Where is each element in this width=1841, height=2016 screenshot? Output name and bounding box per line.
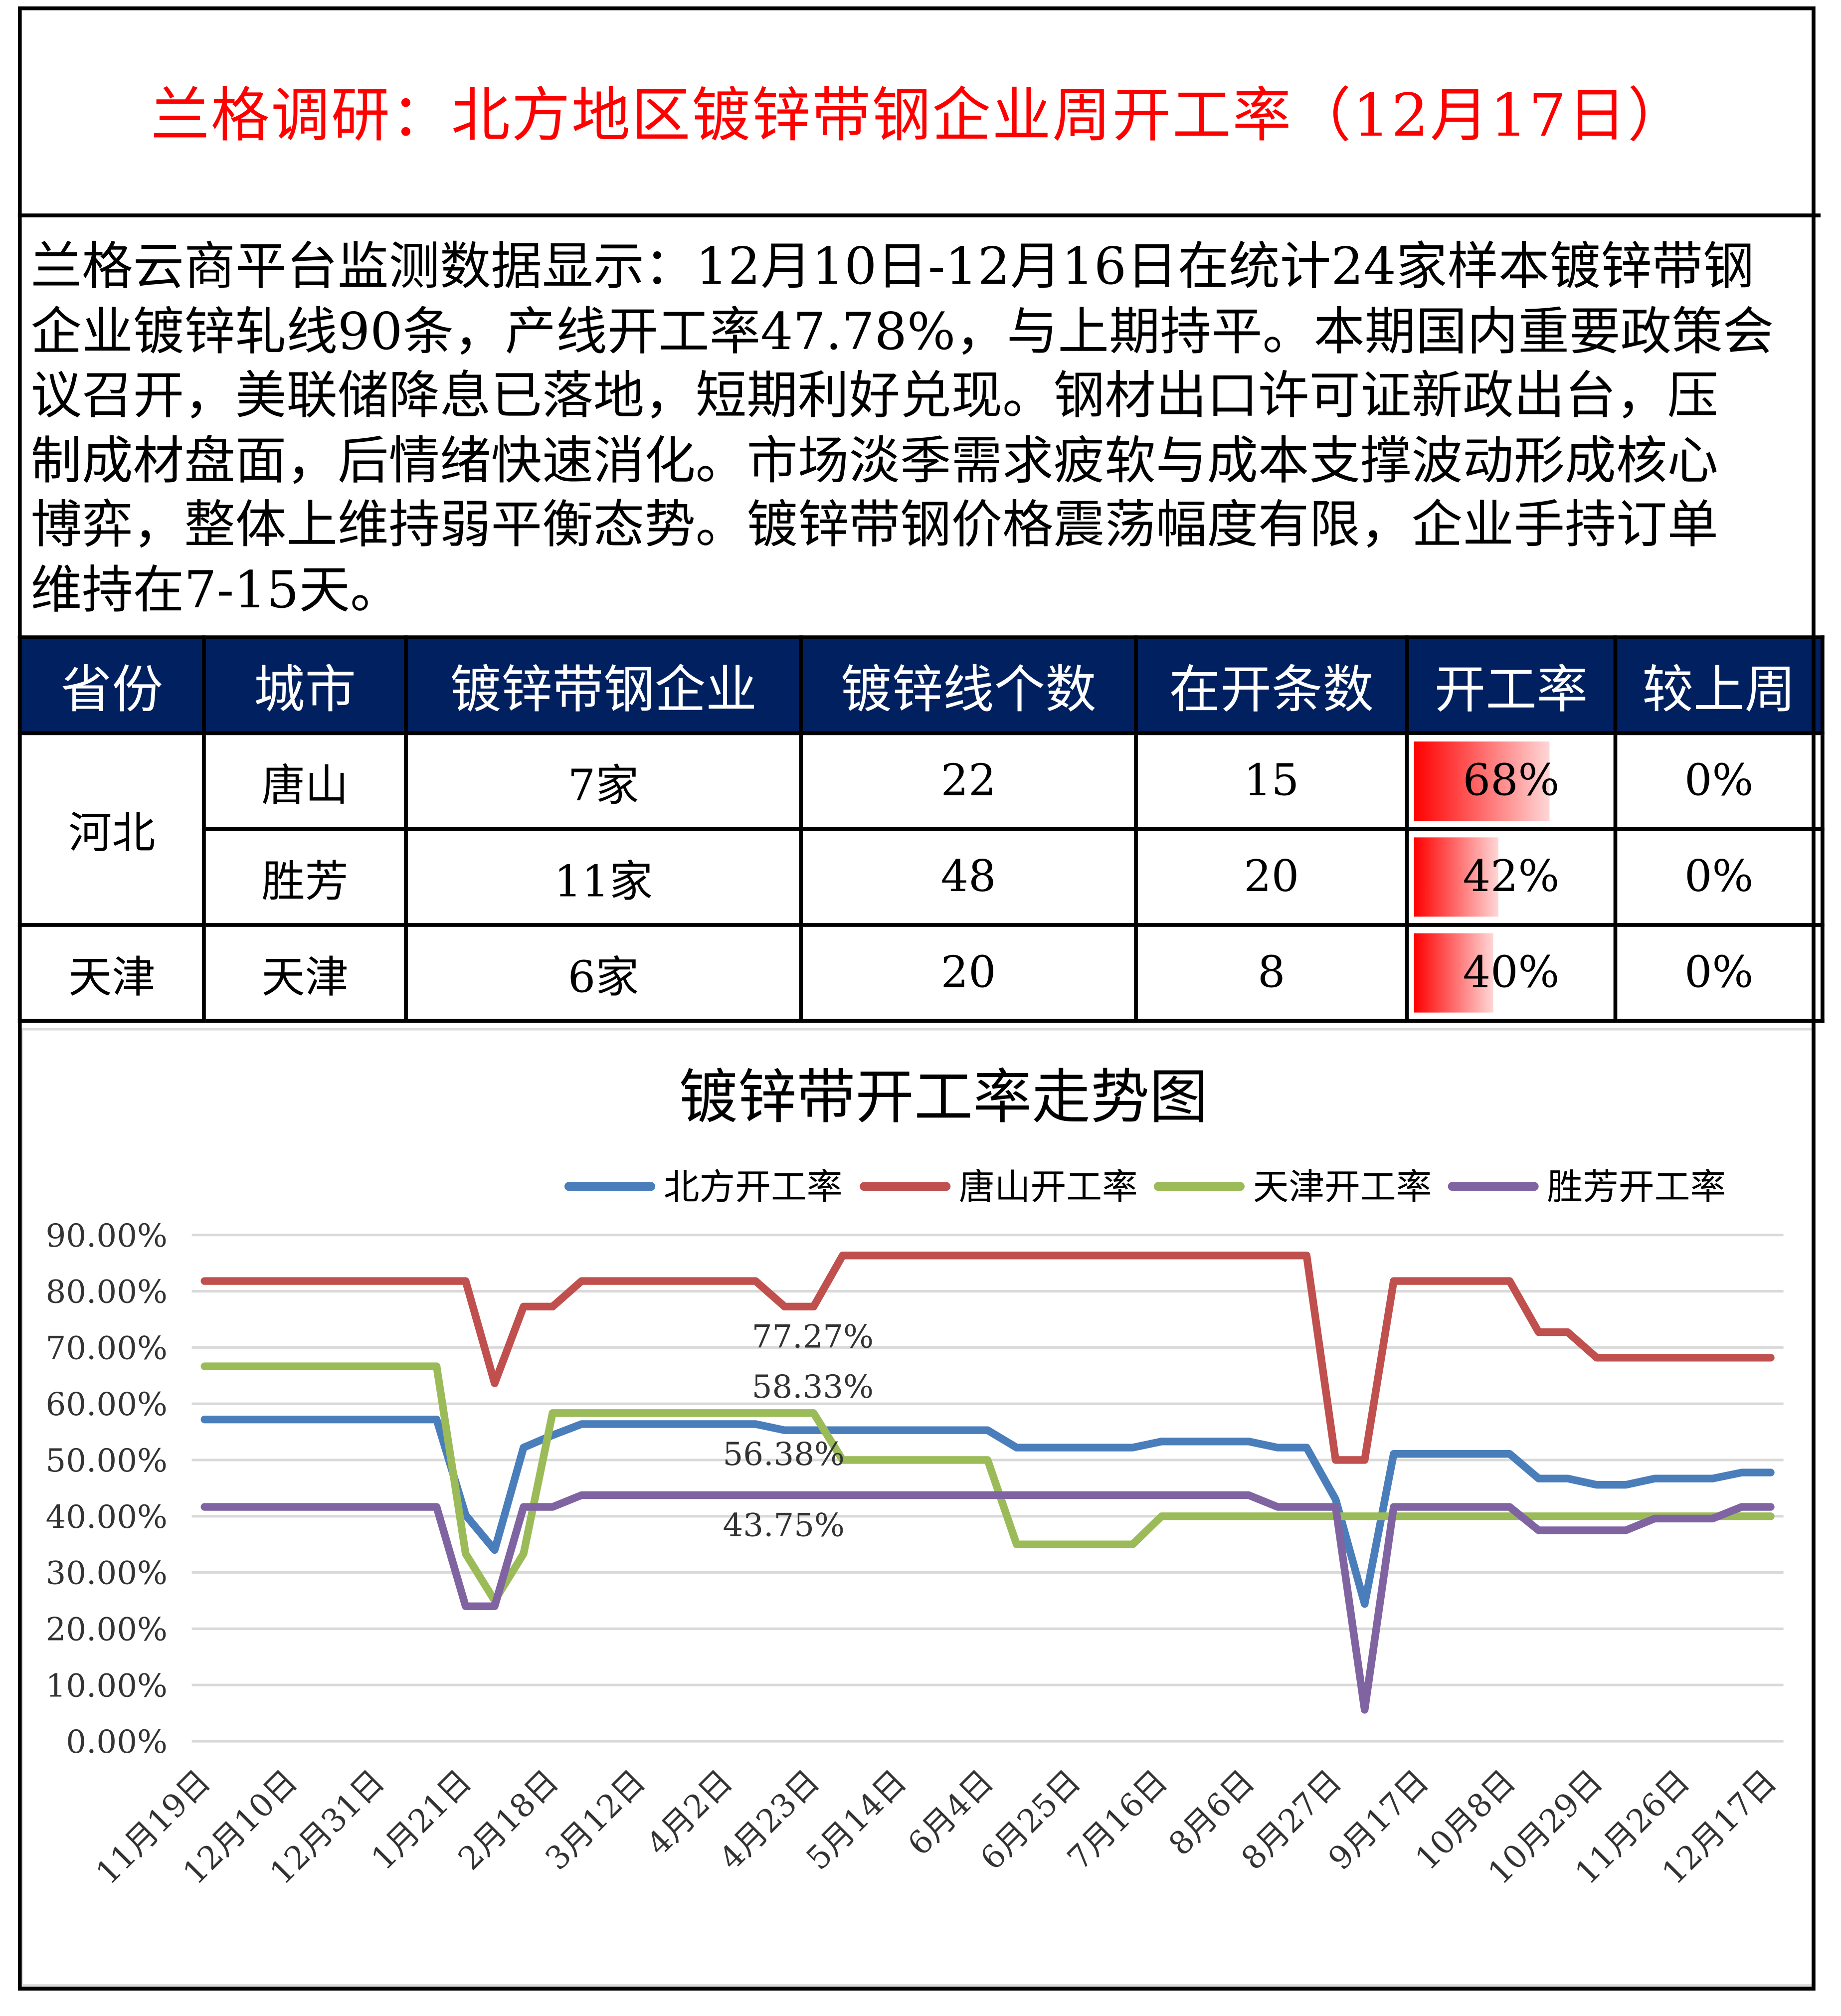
- y-tick-label: 90.00%: [46, 1218, 168, 1255]
- y-tick-label: 10.00%: [46, 1667, 168, 1704]
- summary-line: 企业镀锌轧线90条，产线开工率47.78%，与上期持平。本期国内重要政策会: [30, 302, 1774, 362]
- header-city: 城市: [202, 635, 408, 735]
- running-cell: 15: [1134, 731, 1409, 831]
- header-province: 省份: [17, 635, 206, 735]
- y-tick-label: 60.00%: [46, 1386, 168, 1423]
- table-row: 河北 唐山 7家 22 15 68% 0%: [17, 731, 1825, 927]
- y-tick-label: 70.00%: [46, 1330, 168, 1367]
- title-box: [17, 6, 1821, 217]
- city-cell: 唐山: [202, 731, 408, 831]
- header-companies: 镀锌带钢企业: [404, 635, 803, 735]
- summary-line: 制成材盘面，后情绪快速消化。市场淡季需求疲软与成本支撑波动形成核心: [30, 431, 1718, 491]
- running-cell: 20: [1134, 827, 1409, 927]
- y-tick-label: 50.00%: [46, 1443, 168, 1479]
- rate-cell: 40%: [1405, 923, 1618, 1023]
- legend-label: 唐山开工率: [959, 1166, 1138, 1208]
- data-label: 43.75%: [723, 1507, 845, 1544]
- rate-value: 40%: [1463, 947, 1560, 999]
- table-row: 胜芳 11家 48 20 42% 0%: [20, 827, 1825, 927]
- running-cell: 8: [1134, 923, 1409, 1023]
- table-row: 天津 天津 6家 20 8 40% 0%: [17, 923, 1825, 1023]
- utilization-table: 省份 城市 镀锌带钢企业 镀锌线个数 在开条数 开工率 较上周 河北 唐山 7家…: [17, 635, 1825, 1023]
- legend-label: 胜芳开工率: [1547, 1166, 1726, 1208]
- series-line-0: [200, 1416, 1775, 1608]
- y-tick-label: 80.00%: [46, 1274, 168, 1311]
- header-running: 在开条数: [1134, 635, 1409, 735]
- y-tick-label: 30.00%: [46, 1555, 168, 1592]
- rate-data-bar: [1414, 933, 1494, 1013]
- rate-cell: 42%: [1405, 827, 1618, 927]
- header-rate: 开工率: [1405, 635, 1618, 735]
- province-cell: 天津: [17, 923, 206, 1023]
- rate-data-bar: [1414, 741, 1550, 821]
- table-header-row: 省份 城市 镀锌带钢企业 镀锌线个数 在开条数 开工率 较上周: [17, 635, 1825, 735]
- wow-cell: 0%: [1613, 731, 1825, 831]
- chart-title: 镀锌带开工率走势图: [679, 1063, 1208, 1131]
- series-line-1: [200, 1252, 1775, 1464]
- outer-border: [17, 6, 1816, 1991]
- companies-cell: 11家: [404, 827, 803, 927]
- y-tick-label: 20.00%: [46, 1611, 168, 1648]
- data-label: 58.33%: [752, 1369, 874, 1406]
- summary-line: 维持在7-15天。: [30, 560, 401, 620]
- legend-label: 北方开工率: [664, 1166, 843, 1208]
- data-label: 56.38%: [723, 1436, 845, 1473]
- rate-value: 68%: [1463, 755, 1560, 807]
- series-line-2: [200, 1362, 1775, 1605]
- summary-line: 博弈，整体上维持弱平衡态势。镀锌带钢价格震荡幅度有限，企业手持订单: [30, 496, 1718, 555]
- rate-cell: 68%: [1405, 731, 1618, 831]
- summary-line: 兰格云商平台监测数据显示：12月10日-12月16日在统计24家样本镀锌带钢: [30, 237, 1754, 297]
- summary-line: 议召开，美联储降息已落地，短期利好兑现。钢材出口许可证新政出台，压: [30, 367, 1718, 426]
- lines-cell: 48: [799, 827, 1138, 927]
- companies-cell: 7家: [404, 731, 803, 831]
- report-title: 兰格调研：北方地区镀锌带钢企业周开工率（12月17日）: [151, 80, 1688, 150]
- data-label: 77.27%: [752, 1318, 874, 1355]
- city-cell: 天津: [202, 923, 408, 1023]
- y-tick-label: 40.00%: [46, 1499, 168, 1536]
- province-cell: 河北: [17, 731, 206, 927]
- legend-label: 天津开工率: [1253, 1166, 1432, 1208]
- lines-cell: 20: [799, 923, 1138, 1023]
- header-wow: 较上周: [1613, 635, 1825, 735]
- series-line-3: [200, 1491, 1775, 1714]
- rate-value: 42%: [1463, 851, 1560, 903]
- lines-cell: 22: [799, 731, 1138, 831]
- header-lines: 镀锌线个数: [799, 635, 1138, 735]
- rate-data-bar: [1414, 837, 1498, 917]
- wow-cell: 0%: [1613, 923, 1825, 1023]
- companies-cell: 6家: [404, 923, 803, 1023]
- wow-cell: 0%: [1613, 827, 1825, 927]
- summary-paragraph: 兰格云商平台监测数据显示：12月10日-12月16日在统计24家样本镀锌带钢 企…: [31, 235, 1808, 623]
- y-tick-label: 0.00%: [66, 1724, 168, 1761]
- city-cell: 胜芳: [202, 827, 408, 927]
